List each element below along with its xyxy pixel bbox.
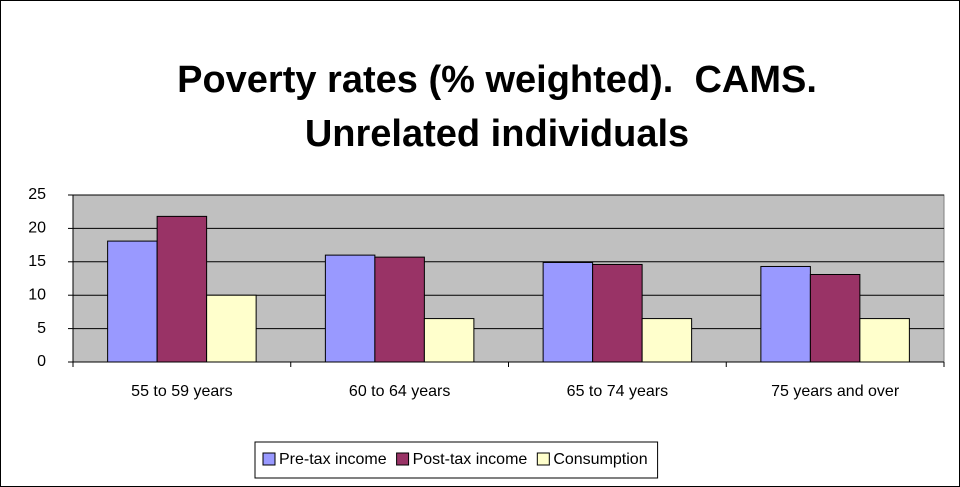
y-tick-label: 20 <box>28 220 46 237</box>
bar <box>324 254 376 363</box>
legend-label: Consumption <box>553 451 647 468</box>
x-tick-label: 55 to 59 years <box>131 383 232 400</box>
bar <box>542 261 594 363</box>
legend-swatch <box>536 452 550 466</box>
legend-swatch <box>396 452 410 466</box>
bar <box>206 294 257 363</box>
legend-label: Pre-tax income <box>279 451 387 468</box>
x-tick-label: 75 years and over <box>771 383 900 400</box>
legend-label: Post-tax income <box>413 451 528 468</box>
y-tick-label: 0 <box>37 353 46 370</box>
bar <box>592 263 643 363</box>
y-tick-label: 15 <box>28 253 46 270</box>
y-tick-label: 10 <box>28 286 46 303</box>
legend-box <box>254 441 659 479</box>
legend-swatch <box>262 452 276 466</box>
bar <box>423 318 475 363</box>
chart-title: Poverty rates (% weighted). CAMS. <box>177 59 817 101</box>
bar <box>809 273 861 363</box>
bar <box>107 240 158 363</box>
bar <box>641 318 693 363</box>
bar <box>859 318 910 363</box>
y-tick-label: 25 <box>28 186 46 203</box>
x-tick-label: 60 to 64 years <box>349 383 450 400</box>
bar <box>374 256 425 363</box>
y-tick-label: 5 <box>37 320 46 337</box>
x-tick-label: 65 to 74 years <box>567 383 668 400</box>
bar <box>760 265 811 363</box>
bar <box>156 215 208 363</box>
chart-title: Unrelated individuals <box>305 113 689 155</box>
